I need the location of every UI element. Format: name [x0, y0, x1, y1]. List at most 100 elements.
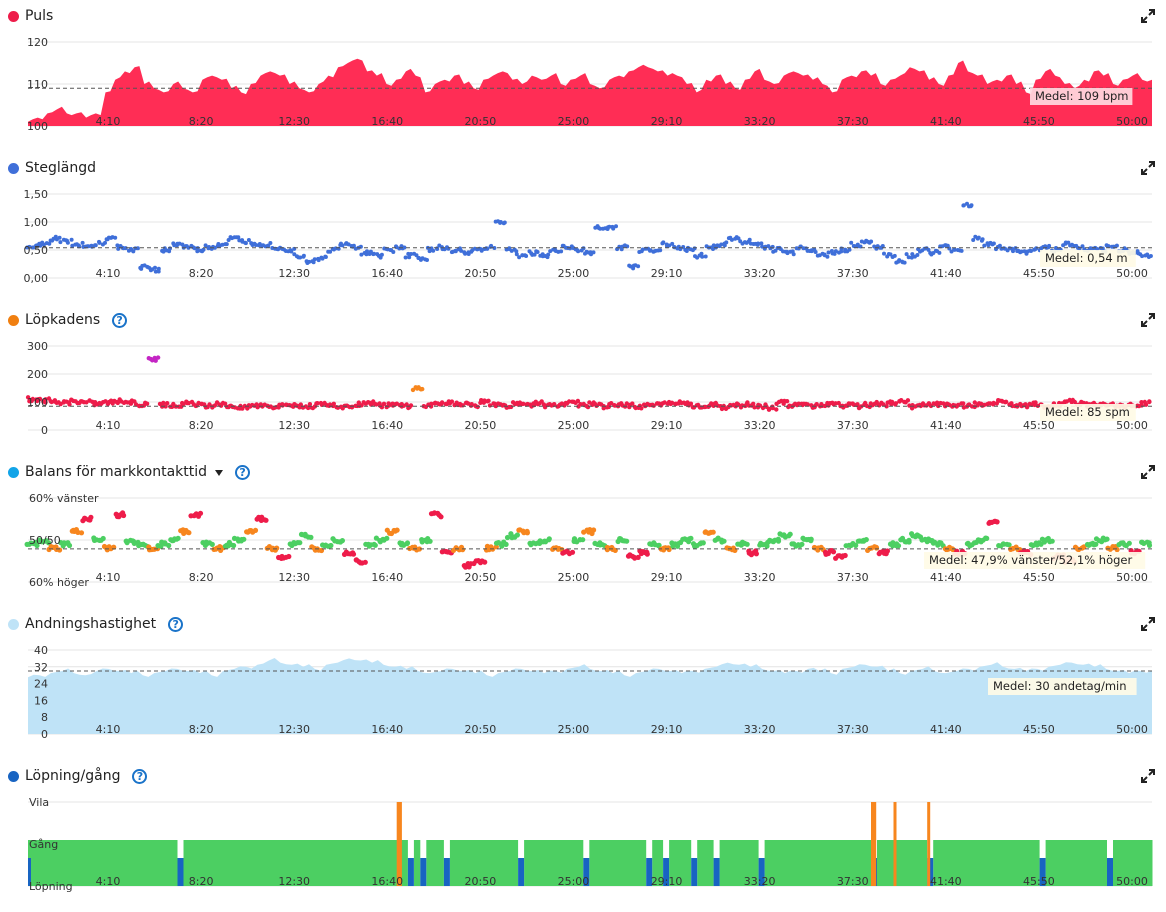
walk-segment: [803, 840, 816, 886]
walk-segment: [432, 840, 445, 886]
data-point: [403, 255, 408, 260]
data-point: [881, 402, 886, 407]
expand-icon[interactable]: [1141, 313, 1155, 327]
data-point: [274, 545, 280, 551]
data-point: [67, 402, 72, 407]
walk-segment: [331, 840, 344, 886]
data-point: [43, 400, 48, 405]
walk-segment: [612, 840, 625, 886]
walk-segment: [1118, 840, 1130, 886]
walk-segment: [196, 840, 209, 886]
walk-segment: [702, 840, 715, 886]
data-point: [830, 549, 837, 555]
walk-segment: [106, 840, 119, 886]
help-icon[interactable]: ?: [168, 616, 184, 632]
walk-segment: [140, 840, 153, 886]
walk-segment: [320, 840, 332, 886]
data-point: [429, 401, 434, 406]
data-point: [1148, 254, 1153, 258]
x-tick-label: 16:40: [371, 723, 403, 736]
expand-icon[interactable]: [1141, 617, 1155, 631]
cadence-title: Löpkadens ?: [8, 310, 128, 330]
data-point: [808, 536, 814, 542]
walk-segment: [354, 840, 366, 886]
data-point: [767, 406, 772, 412]
y-tick-label: 110: [27, 78, 48, 91]
data-point: [972, 400, 977, 405]
data-point: [1139, 400, 1144, 405]
data-point: [729, 237, 734, 242]
pulse-area: [28, 58, 1152, 126]
walk-segment: [342, 840, 355, 886]
data-point: [372, 542, 378, 548]
data-point: [539, 399, 544, 404]
expand-icon[interactable]: [1141, 769, 1155, 783]
data-point: [307, 259, 312, 264]
expand-icon[interactable]: [1141, 465, 1155, 479]
data-point: [1104, 536, 1110, 542]
data-point: [839, 246, 844, 251]
x-tick-label: 25:00: [558, 267, 590, 280]
data-point: [784, 399, 790, 404]
data-point: [576, 249, 581, 254]
average-label-bg: [924, 552, 1146, 569]
help-icon[interactable]: ?: [132, 768, 148, 784]
walk-segment: [230, 840, 242, 886]
data-point: [799, 541, 805, 547]
x-tick-label: 45:50: [1023, 115, 1055, 128]
help-icon[interactable]: ?: [112, 312, 128, 328]
data-point: [882, 251, 886, 256]
data-point: [65, 240, 70, 245]
data-point: [57, 235, 62, 240]
data-point: [1140, 254, 1145, 259]
data-point: [575, 398, 581, 404]
y-tick-label: Vila: [29, 796, 49, 809]
data-point: [1066, 240, 1071, 245]
expand-icon[interactable]: [1141, 161, 1155, 175]
walk-segment: [781, 840, 793, 886]
y-tick-label: 300: [27, 340, 48, 353]
data-point: [607, 224, 612, 229]
cadence-title-text: Löpkadens: [25, 312, 101, 328]
data-point: [670, 241, 675, 246]
x-tick-label: 50:00: [1116, 571, 1148, 584]
data-point: [791, 252, 796, 257]
walk-segment: [162, 840, 175, 886]
walk-segment: [252, 840, 265, 886]
data-point: [156, 269, 161, 274]
data-point: [847, 247, 852, 252]
data-point: [340, 243, 345, 248]
walk-segment: [421, 840, 434, 886]
x-tick-label: 4:10: [96, 875, 121, 888]
walk-segment: [376, 840, 389, 886]
data-point: [222, 401, 228, 406]
data-point: [503, 541, 509, 547]
data-point: [80, 240, 85, 245]
x-tick-label: 20:50: [465, 875, 497, 888]
pulse-chart: 120 110 100 Medel: 109 bpm 4:10 8:20 12:30 16:4…: [27, 36, 1152, 133]
data-point: [849, 240, 854, 245]
x-tick-label: 16:40: [371, 571, 403, 584]
data-point: [365, 249, 369, 254]
cadence-panel: Löpkadens ? 300 200 100 0 Medel: 85 spm 4:10 8…: [0, 304, 1166, 456]
y-tick-label: 0,00: [24, 272, 49, 285]
data-point: [489, 243, 494, 248]
x-tick-label: 37:30: [837, 115, 869, 128]
data-point: [853, 542, 859, 548]
help-icon[interactable]: ?: [235, 464, 251, 480]
walk-segment: [679, 840, 692, 886]
data-point: [937, 250, 942, 255]
data-point: [431, 248, 436, 253]
data-point: [722, 243, 727, 248]
data-point: [905, 398, 911, 403]
x-tick-label: 41:40: [930, 571, 962, 584]
expand-icon[interactable]: [1141, 9, 1155, 23]
data-point: [504, 534, 511, 541]
y-tick-label: 1,50: [24, 188, 49, 201]
run-segment: [583, 858, 590, 886]
chevron-down-icon[interactable]: [215, 470, 224, 476]
data-point: [241, 536, 247, 542]
walk-segment: [365, 840, 377, 886]
data-point: [331, 401, 336, 406]
gct-balance-chart: 60% vänster 50/50 60% höger Medel: 47,9% vä…: [24, 492, 1153, 589]
